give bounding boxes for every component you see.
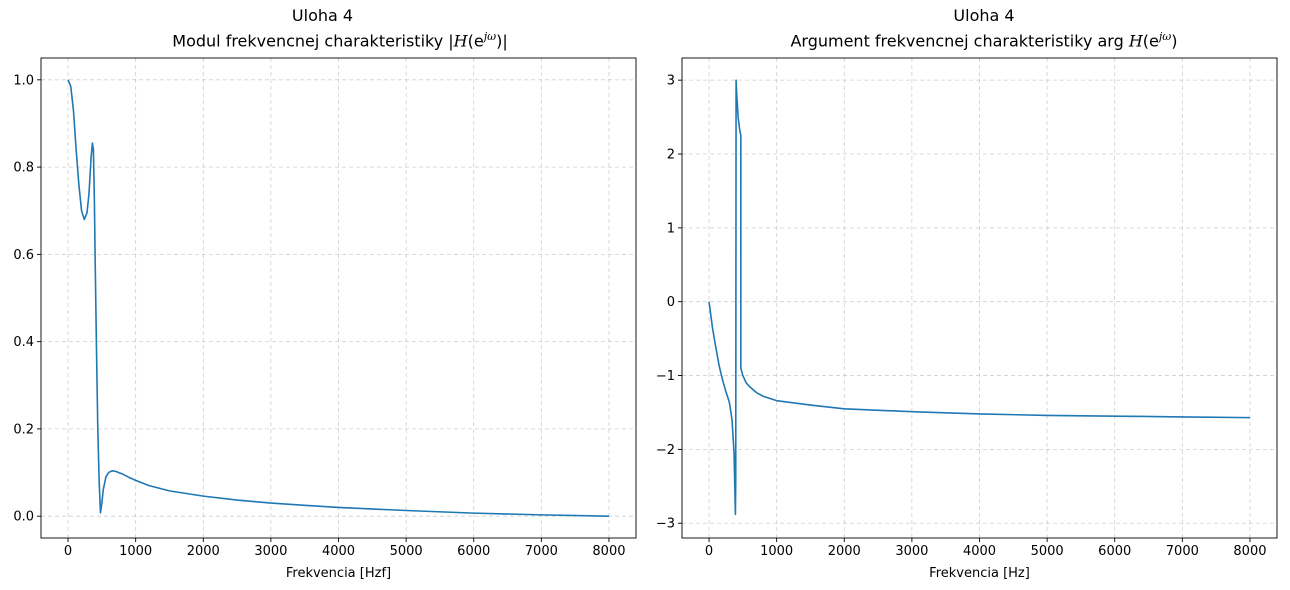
x-tick-label: 4000 bbox=[963, 544, 996, 559]
x-tick-label: 2000 bbox=[187, 544, 220, 559]
phase-chart-panel: Uloha 4 Argument frekvencnej charakteris… bbox=[645, 0, 1290, 590]
x-tick-label: 1000 bbox=[760, 544, 793, 559]
y-tick-label: 3 bbox=[667, 74, 675, 89]
x-tick-label: 3000 bbox=[895, 544, 928, 559]
subtitle-exp: jω bbox=[483, 30, 497, 43]
y-tick-label: 0.6 bbox=[13, 248, 34, 263]
x-tick-label: 4000 bbox=[322, 544, 355, 559]
subtitle-close: )| bbox=[496, 31, 508, 51]
y-tick-label: 2 bbox=[667, 148, 675, 163]
x-tick-label: 2000 bbox=[828, 544, 861, 559]
y-tick-label: −1 bbox=[656, 369, 675, 384]
x-tick-label: 8000 bbox=[592, 544, 625, 559]
magnitude-plot: 0 1000 2000 3000 4000 5000 6000 7000 8000 0.0 0.2 0… bbox=[13, 57, 637, 581]
chart-title: Uloha 4 bbox=[0, 6, 645, 25]
subtitle-exp: jω bbox=[1158, 30, 1172, 43]
x-tick-label: 6000 bbox=[457, 544, 490, 559]
subtitle-open: (e bbox=[467, 31, 484, 51]
chart-subtitle: Argument frekvencnej charakteristiky arg… bbox=[678, 30, 1290, 50]
x-tick-label: 0 bbox=[64, 544, 72, 559]
chart-title-text: Uloha 4 bbox=[291, 6, 354, 25]
y-tick-label: 0.2 bbox=[13, 422, 34, 437]
x-tick-label: 5000 bbox=[390, 544, 423, 559]
y-tick-label: 1.0 bbox=[13, 73, 34, 88]
x-tick-label: 7000 bbox=[525, 544, 558, 559]
y-tick-label: −2 bbox=[656, 443, 675, 458]
y-tick-label: 0.0 bbox=[13, 510, 34, 525]
chart-title: Uloha 4 bbox=[678, 6, 1290, 25]
x-axis-label: Frekvencia [Hz] bbox=[929, 566, 1030, 581]
x-axis-label: Frekvencia [Hzf] bbox=[286, 566, 391, 581]
x-tick-label: 0 bbox=[705, 544, 713, 559]
subtitle-func: H bbox=[1128, 31, 1143, 51]
x-tick-label: 5000 bbox=[1031, 544, 1064, 559]
subtitle-close: ) bbox=[1171, 31, 1178, 51]
subtitle-open: (e bbox=[1142, 31, 1159, 51]
subtitle-text: Argument frekvencnej charakteristiky arg bbox=[790, 31, 1129, 51]
x-tick-label: 6000 bbox=[1098, 544, 1131, 559]
y-tick-label: 1 bbox=[667, 221, 675, 236]
y-tick-label: 0.4 bbox=[13, 335, 34, 350]
y-tick-label: −3 bbox=[656, 517, 675, 532]
y-tick-label: 0.8 bbox=[13, 161, 34, 176]
chart-subtitle: Modul frekvencnej charakteristiky |H(ejω… bbox=[35, 30, 645, 50]
series-line bbox=[67, 79, 609, 517]
chart-title-text: Uloha 4 bbox=[953, 6, 1015, 25]
y-tick-label: 0 bbox=[667, 295, 675, 310]
x-tick-label: 3000 bbox=[254, 544, 287, 559]
series-line bbox=[708, 79, 1250, 516]
x-tick-label: 8000 bbox=[1233, 544, 1266, 559]
magnitude-chart-panel: Uloha 4 Modul frekvencnej charakteristik… bbox=[0, 6, 645, 581]
phase-plot: 0 1000 2000 3000 4000 5000 6000 7000 8000 −3 −2 −1 0… bbox=[656, 57, 1278, 581]
subtitle-func: H bbox=[453, 31, 468, 51]
x-tick-label: 1000 bbox=[119, 544, 152, 559]
x-tick-label: 7000 bbox=[1166, 544, 1199, 559]
subtitle-text: Modul frekvencnej charakteristiky | bbox=[172, 31, 454, 51]
